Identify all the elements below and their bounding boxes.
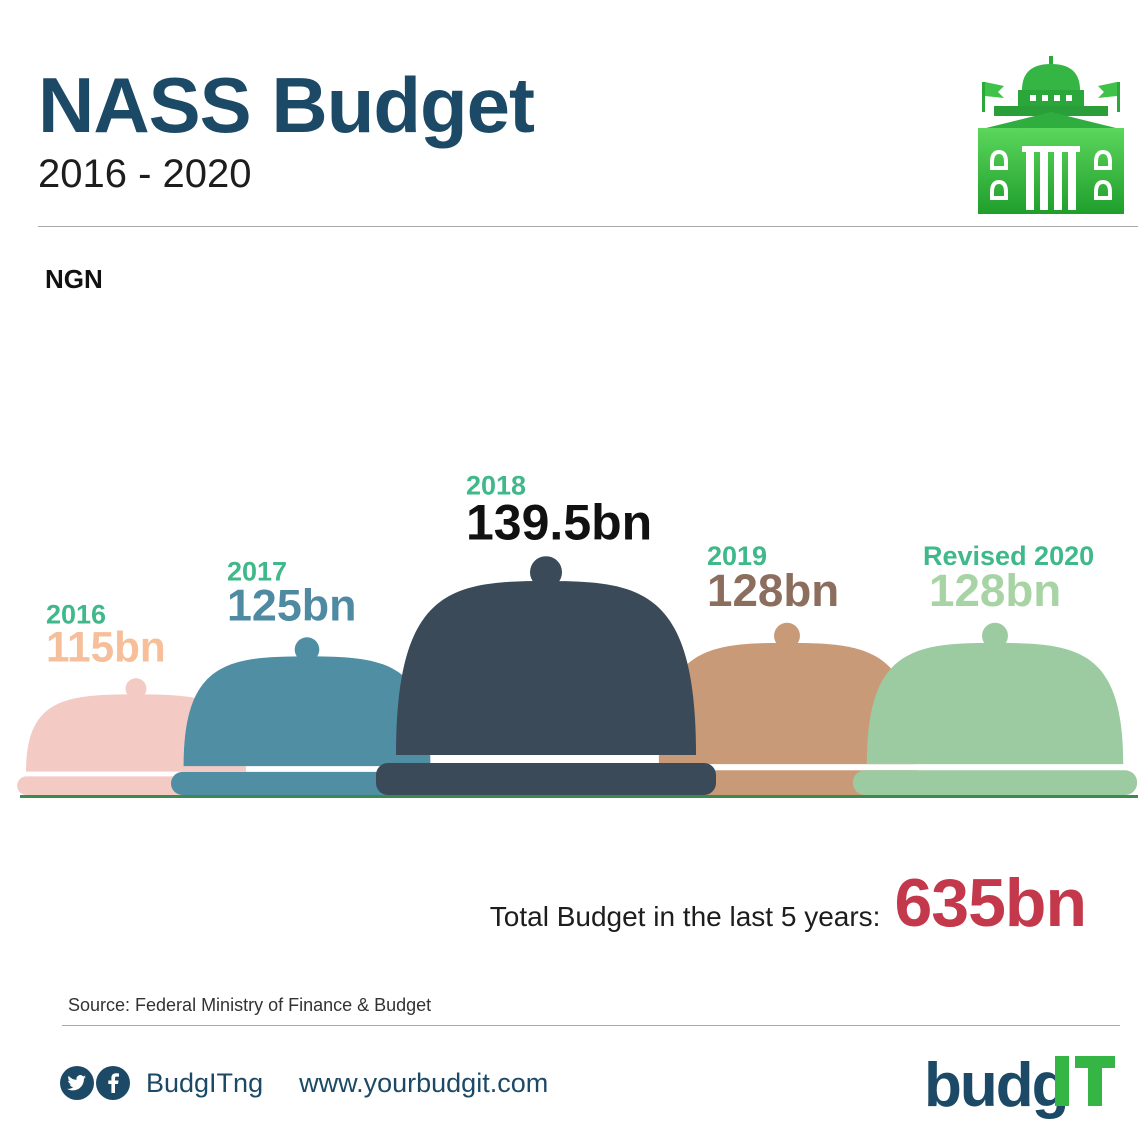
cloche-knob: [774, 623, 800, 649]
total-value: 635bn: [894, 864, 1086, 942]
currency-label: NGN: [45, 266, 103, 292]
cloche-knob: [982, 623, 1008, 649]
value-label-5: 128bn: [929, 565, 1061, 616]
footer-divider: [62, 1025, 1120, 1026]
chart-baseline: [20, 795, 1138, 798]
twitter-icon[interactable]: [60, 1066, 94, 1100]
value-label-1: 115bn: [46, 624, 166, 671]
year-label-1: 2016: [46, 600, 106, 630]
value-label-3: 139.5bn: [466, 494, 652, 550]
cloche-dome: [184, 656, 431, 766]
cloche-revised-2020: [853, 623, 1137, 795]
cloche-knob: [295, 637, 320, 662]
page-subtitle: 2016 - 2020: [38, 154, 252, 194]
cloche-knob: [126, 678, 147, 699]
value-label-2: 125bn: [227, 581, 357, 631]
logo-accent: [1055, 1056, 1115, 1106]
total-label: Total Budget in the last 5 years:: [490, 901, 881, 933]
budgit-logo: budg: [924, 1048, 1124, 1128]
website-link[interactable]: www.yourbudgit.com: [299, 1068, 548, 1099]
year-label-2: 2017: [227, 556, 287, 586]
cloche-dome: [396, 581, 696, 755]
header-divider: [38, 226, 1138, 227]
year-label-3: 2018: [466, 470, 526, 500]
page-title: NASS Budget: [38, 66, 534, 144]
logo-wordmark: budg: [924, 1051, 1068, 1120]
facebook-icon[interactable]: [96, 1066, 130, 1100]
footer-social: BudgITng www.yourbudgit.com: [60, 1066, 548, 1100]
cloche-plate: [853, 770, 1137, 795]
cloche-dome: [867, 643, 1123, 764]
total-budget: Total Budget in the last 5 years: 635bn: [490, 864, 1086, 942]
cloche-knob: [530, 556, 562, 588]
social-handle[interactable]: BudgITng: [146, 1068, 263, 1099]
building-icon: [978, 56, 1124, 214]
year-label-5: Revised 2020: [923, 541, 1094, 571]
year-label-4: 2019: [707, 541, 767, 571]
source-note: Source: Federal Ministry of Finance & Bu…: [68, 995, 431, 1016]
value-label-4: 128bn: [707, 565, 839, 616]
cloche-plate: [376, 763, 716, 795]
